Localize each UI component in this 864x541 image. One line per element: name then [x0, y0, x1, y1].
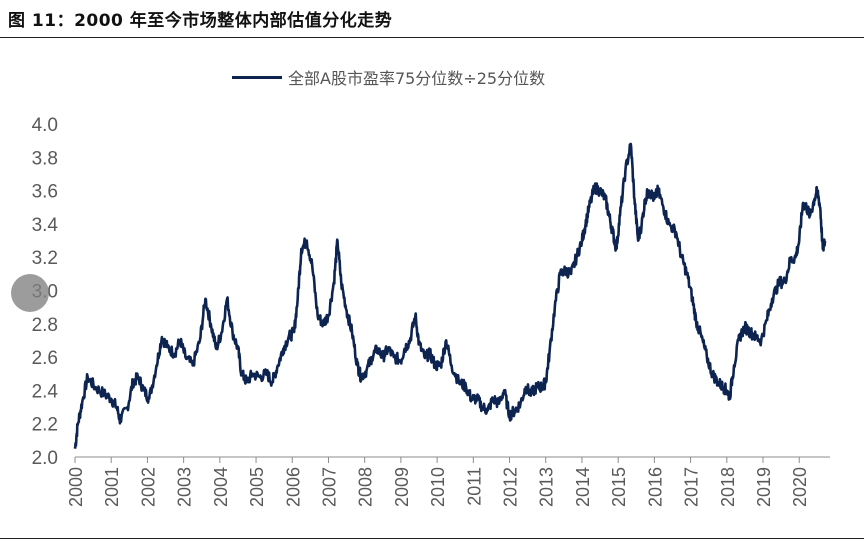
x-tick-label: 2003 [175, 467, 195, 507]
y-tick-label: 3.4 [32, 215, 59, 236]
x-tick-label: 2016 [645, 467, 665, 507]
y-tick-label: 3.6 [32, 182, 58, 203]
legend-line-swatch [232, 75, 282, 79]
x-tick-label: 2005 [247, 467, 267, 507]
x-tick-label: 2018 [718, 467, 738, 507]
x-tick-label: 2011 [464, 467, 484, 506]
x-tick-label: 2006 [283, 467, 303, 507]
chart-legend: 全部A股市盈率75分位数÷25分位数 [232, 66, 545, 88]
x-tick-label: 2020 [790, 467, 810, 507]
legend-label: 全部A股市盈率75分位数÷25分位数 [288, 69, 546, 88]
x-tick-label: 2004 [211, 467, 231, 507]
title-divider [0, 37, 864, 38]
y-tick-label: 3.8 [32, 148, 58, 169]
figure-title: 图 11：2000 年至今市场整体内部估值分化走势 [8, 11, 393, 31]
mouse-cursor-indicator [11, 274, 49, 312]
y-tick-label: 2.6 [32, 348, 58, 369]
x-tick-label: 2013 [537, 467, 557, 507]
x-tick-label: 2007 [319, 467, 339, 507]
x-tick-label: 2009 [392, 467, 412, 507]
x-tick-label: 2000 [66, 467, 86, 507]
series-line [73, 142, 827, 449]
x-tick-label: 2015 [609, 467, 629, 507]
y-tick-label: 2.0 [32, 448, 58, 469]
x-tick-label: 2010 [428, 467, 448, 507]
x-tick-label: 2014 [573, 467, 593, 507]
x-tick-label: 2008 [356, 467, 376, 507]
y-tick-label: 2.2 [32, 415, 58, 436]
y-tick-label: 2.8 [32, 315, 58, 336]
y-tick-label: 4.0 [32, 115, 58, 136]
x-tick-label: 2017 [682, 467, 702, 507]
x-tick-label: 2001 [102, 467, 122, 507]
bottom-divider [0, 538, 864, 539]
y-tick-label: 2.4 [32, 381, 59, 402]
x-tick-label: 2019 [754, 467, 774, 507]
x-tick-label: 2012 [501, 467, 521, 507]
y-tick-label: 3.2 [32, 248, 58, 269]
x-tick-label: 2002 [138, 467, 158, 507]
